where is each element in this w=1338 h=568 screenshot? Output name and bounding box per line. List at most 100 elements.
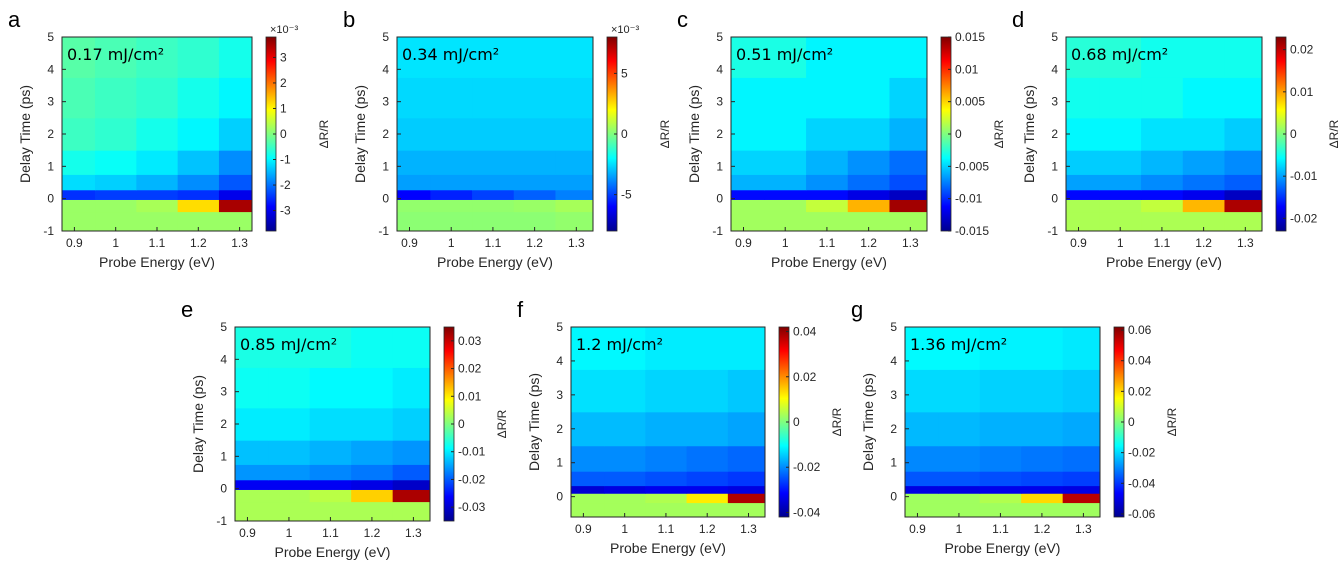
y-tick-label: 4 bbox=[716, 62, 723, 76]
y-tick-label: 5 bbox=[1051, 30, 1058, 44]
heatmap-cell bbox=[309, 367, 352, 409]
heatmap-cell bbox=[392, 440, 431, 465]
heatmap-cell bbox=[1182, 77, 1225, 119]
heatmap-cell bbox=[95, 174, 137, 191]
heatmap-cell bbox=[268, 464, 311, 481]
heatmap-cell bbox=[847, 77, 890, 119]
heatmap-cell bbox=[604, 327, 646, 370]
heatmap-cell bbox=[1066, 117, 1100, 151]
heatmap-cell bbox=[555, 174, 594, 191]
heatmap-cell bbox=[268, 367, 311, 409]
y-axis-label: Delay Time (ps) bbox=[686, 85, 702, 183]
heatmap-cell bbox=[1021, 502, 1064, 518]
y-tick-label: 3 bbox=[1051, 95, 1058, 109]
x-tick-label: 1 bbox=[286, 526, 293, 540]
panel: 0.9 1 1.1 1.2 1.3 -1 0 1 2 3 4 5 Probe Energy (eV) De… bbox=[677, 7, 1006, 270]
heatmap-cell bbox=[1182, 117, 1225, 151]
heatmap-cell bbox=[764, 37, 807, 78]
heatmap-cell bbox=[430, 174, 473, 191]
heatmap-cell bbox=[397, 37, 431, 78]
x-tick-label: 1.2 bbox=[190, 236, 207, 250]
heatmap-cell bbox=[1066, 211, 1100, 232]
heatmap-cell bbox=[430, 150, 473, 175]
heatmap-cell bbox=[218, 174, 253, 191]
colorbar-label: ΔR/R bbox=[495, 409, 509, 438]
heatmap-cell bbox=[1066, 199, 1100, 213]
x-axis-label: Probe Energy (eV) bbox=[275, 544, 391, 560]
colorbar-tick-label: 0 bbox=[621, 127, 628, 141]
heatmap-cell bbox=[62, 174, 96, 191]
heatmap-cell bbox=[938, 327, 981, 370]
y-tick-label: 3 bbox=[716, 95, 723, 109]
heatmap-cell bbox=[979, 493, 1022, 504]
heatmap-cell bbox=[268, 440, 311, 465]
heatmap-cell bbox=[1141, 189, 1184, 200]
heatmap-cell bbox=[1141, 211, 1184, 232]
heatmap-cell bbox=[731, 174, 765, 191]
heatmap-cell bbox=[905, 327, 939, 370]
colorbar-label: ΔR/R bbox=[658, 119, 672, 148]
heatmap-cell bbox=[1141, 117, 1184, 151]
heatmap-cell bbox=[555, 189, 594, 200]
heatmap-cell bbox=[95, 189, 137, 200]
y-tick-label: 0 bbox=[1051, 192, 1058, 206]
colorbar-tick-label: 0 bbox=[955, 127, 962, 141]
heatmap-cell bbox=[1224, 77, 1263, 119]
colorbar-tick-label: 3 bbox=[280, 50, 287, 64]
heatmap-cell bbox=[430, 77, 473, 119]
x-tick-label: 1.3 bbox=[405, 526, 422, 540]
y-tick-label: 1 bbox=[1051, 159, 1058, 173]
x-axis-label: Probe Energy (eV) bbox=[610, 540, 726, 556]
heatmap-cell bbox=[430, 37, 473, 78]
colorbar-tick-label: 0 bbox=[280, 127, 287, 141]
heatmap-cell bbox=[731, 150, 765, 175]
heatmap-cell bbox=[889, 37, 928, 78]
heatmap-cell bbox=[905, 493, 939, 504]
heatmap-cell bbox=[889, 211, 928, 232]
heatmap-cell bbox=[806, 211, 849, 232]
heatmap-cell bbox=[847, 117, 890, 151]
heatmap-cell bbox=[136, 77, 179, 119]
heatmap-cell bbox=[847, 174, 890, 191]
y-tick-label: -1 bbox=[712, 224, 723, 238]
heatmap-cell bbox=[686, 445, 729, 472]
x-tick-label: 1 bbox=[956, 522, 963, 536]
panel: 0.9 1 1.1 1.2 1.3 0 1 2 3 4 5 Probe Energy (eV) Dela… bbox=[517, 297, 844, 556]
colorbar-tick-label: 0.02 bbox=[458, 362, 482, 376]
panel: 0.9 1 1.1 1.2 1.3 0 1 2 3 4 5 Probe Energy (eV) Dela… bbox=[851, 297, 1179, 556]
colorbar-tick-label: -0.02 bbox=[1290, 211, 1318, 225]
heatmap-cell bbox=[604, 502, 646, 518]
heatmap-cell bbox=[1066, 174, 1100, 191]
heatmap-cell bbox=[1021, 471, 1064, 487]
heatmap-cell bbox=[392, 479, 431, 490]
heatmap-cell bbox=[235, 367, 269, 409]
colorbar-tick-label: -0.01 bbox=[955, 192, 983, 206]
colorbar-tick-label: -0.01 bbox=[458, 445, 486, 459]
y-tick-label: -1 bbox=[43, 224, 54, 238]
colorbar-tick-label: -0.04 bbox=[793, 505, 821, 519]
heatmap-cell bbox=[1141, 150, 1184, 175]
heatmap-cell bbox=[555, 211, 594, 232]
heatmap-cell bbox=[235, 440, 269, 465]
heatmap-cell bbox=[309, 501, 352, 522]
heatmap-cell bbox=[1141, 174, 1184, 191]
y-tick-label: 4 bbox=[220, 352, 227, 366]
y-tick-label: 0 bbox=[220, 482, 227, 496]
x-tick-label: 1 bbox=[782, 236, 789, 250]
colorbar-tick-label: 1 bbox=[280, 101, 287, 115]
heatmap-cell bbox=[645, 327, 688, 370]
y-tick-label: 2 bbox=[220, 417, 227, 431]
colorbar-tick-label: -0.02 bbox=[458, 472, 486, 486]
x-tick-label: 1.1 bbox=[322, 526, 339, 540]
y-tick-label: 2 bbox=[47, 127, 54, 141]
heatmap-cell bbox=[268, 489, 311, 503]
heatmap-cell bbox=[806, 150, 849, 175]
x-axis-label: Probe Energy (eV) bbox=[437, 254, 553, 270]
heatmap-cell bbox=[571, 327, 605, 370]
colorbar-label: ΔR/R bbox=[830, 407, 844, 436]
heatmap-cell bbox=[727, 369, 766, 413]
heatmap-cell bbox=[1182, 150, 1225, 175]
colorbar-tick-label: -0.06 bbox=[1128, 507, 1156, 521]
panel-letter: c bbox=[677, 7, 688, 32]
heatmap-cell bbox=[938, 411, 981, 447]
